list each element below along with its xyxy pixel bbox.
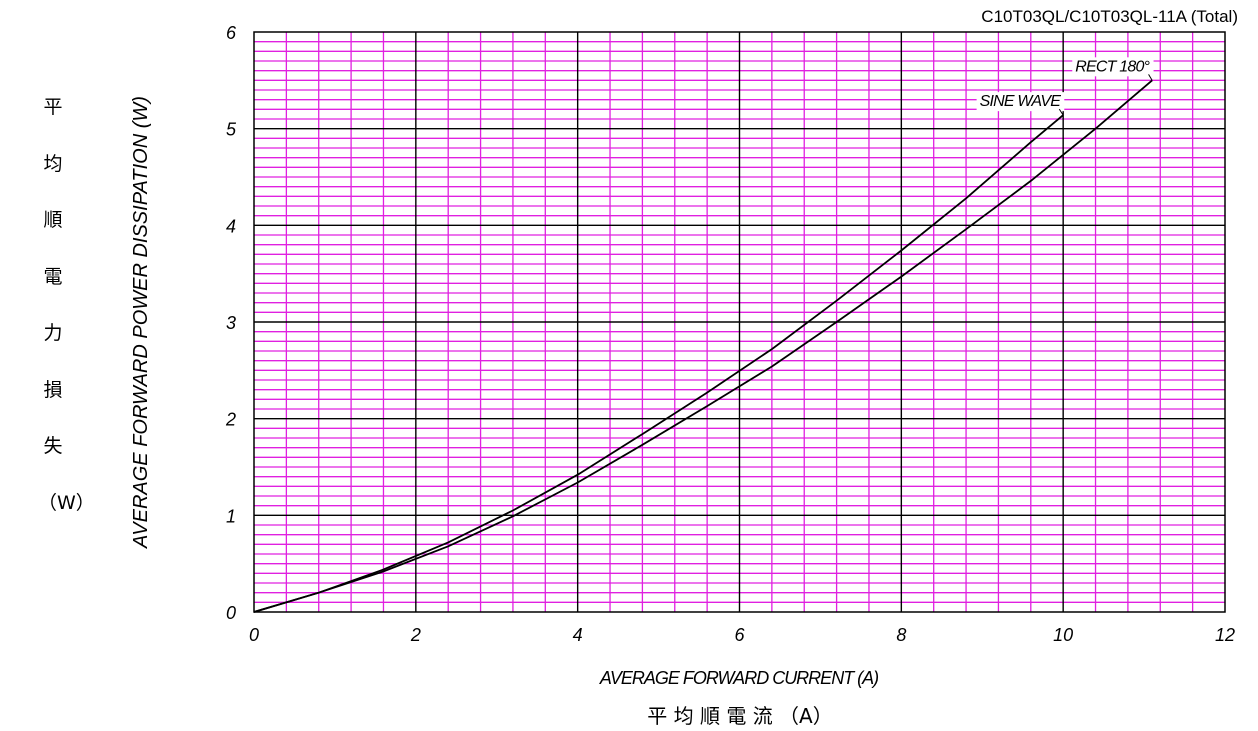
series-label: RECT 180° [1075, 58, 1150, 75]
x-axis-label: AVERAGE FORWARD CURRENT (A) [599, 668, 878, 688]
y-axis-label-cjk-char: 損 [43, 378, 63, 401]
y-tick-label: 1 [226, 506, 236, 526]
y-axis-label-cjk: 平均順電力損失 （W） [38, 92, 95, 544]
y-tick-label: 6 [226, 23, 237, 43]
x-tick-label: 12 [1215, 625, 1235, 645]
x-tick-label: 6 [734, 625, 745, 645]
plot-frame [253, 31, 1226, 613]
y-axis-label-cjk-char: 失 [43, 435, 63, 457]
x-tick-label: 4 [573, 625, 583, 645]
series-labels: SINE WAVE RECT 180° [976, 57, 1154, 116]
x-tick-label: 0 [249, 625, 259, 645]
y-tick-label: 5 [226, 120, 237, 140]
y-axis-label-cjk-char: 順 [43, 209, 63, 231]
y-tick-label: 2 [225, 410, 236, 430]
y-axis-label-cjk-char: 均 [43, 152, 63, 175]
series-label-background [976, 92, 1065, 112]
y-tick-label: 0 [226, 603, 236, 623]
x-tick-label: 8 [896, 625, 906, 645]
series-label-leader [1148, 74, 1153, 81]
series-line [253, 114, 1064, 613]
series-label-background [1072, 57, 1154, 77]
x-axis-label-cjk: 平 均 順 電 流 （A） [647, 704, 833, 728]
x-tick-label: 2 [410, 625, 421, 645]
major-gridlines [254, 32, 1225, 612]
y-axis-label-cjk-char: 平 [43, 96, 63, 118]
chart-title: C10T03QL/C10T03QL-11A (Total) [981, 7, 1238, 26]
y-axis-label: AVERAGE FORWARD POWER DISSIPATION (W) [130, 96, 152, 549]
series-label: SINE WAVE [980, 93, 1062, 110]
y-axis-label-cjk-char: 電 [43, 265, 63, 288]
y-axis-label-cjk-char: 力 [43, 322, 63, 344]
x-tick-label: 10 [1053, 625, 1073, 645]
series-label-leader [1058, 108, 1064, 116]
y-tick-label: 3 [226, 313, 236, 333]
y-tick-label: 4 [226, 216, 236, 236]
y-axis-label-cjk-char: （W） [38, 491, 95, 514]
series-layer [253, 79, 1153, 613]
series-line [253, 79, 1153, 613]
